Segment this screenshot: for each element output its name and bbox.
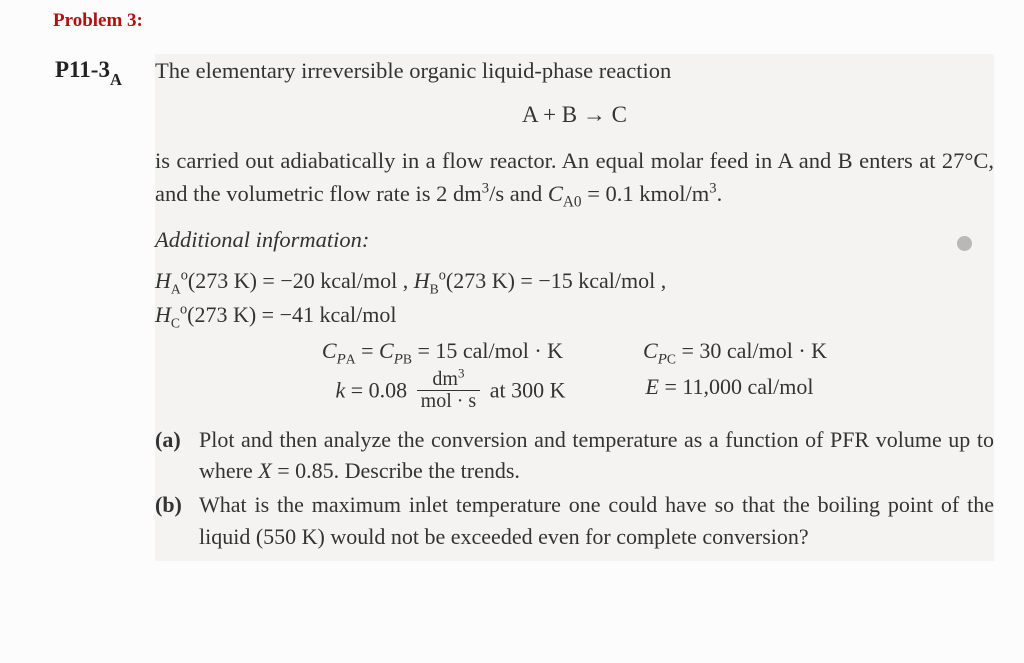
CpC-val: = 30 cal/mol · K [676, 338, 827, 363]
problem-body: P11-3A The elementary irreversible organ… [55, 54, 994, 561]
scan-region: The elementary irreversible organic liqu… [155, 54, 994, 561]
p1-CA0-sub: A0 [563, 193, 582, 210]
HA-rest: (273 K) = −20 kcal/mol , [188, 268, 414, 293]
CpB-B: B [403, 351, 412, 366]
part-a-text: Plot and then analyze the conversion and… [199, 424, 994, 488]
p1-post: = 0.1 kmol/m [582, 181, 710, 206]
problem-label-prefix: P11-3 [55, 57, 110, 82]
enthalpy-AB-line: HAo(273 K) = −20 kcal/mol , HBo(273 K) =… [155, 265, 994, 297]
k-expr: k = 0.08 dm3mol · s at 300 K [335, 371, 565, 414]
HB-rest: (273 K) = −15 kcal/mol , [446, 268, 666, 293]
CpC-P: P [658, 351, 667, 367]
parts-list: (a) Plot and then analyze the conversion… [155, 424, 994, 554]
CpC-C: C [643, 338, 658, 363]
paragraph-1: is carried out adiabatically in a flow r… [155, 145, 994, 210]
p1-sup1: 3 [482, 180, 489, 196]
HB-sym: H [414, 268, 430, 293]
HB-deg: o [439, 268, 446, 284]
k-unit-frac: dm3mol · s [417, 369, 481, 412]
p1-CA0-var: C [548, 181, 563, 206]
k-num-sup: 3 [458, 365, 465, 380]
E-val: = 11,000 cal/mol [659, 374, 814, 399]
part-a-marker: (a) [155, 424, 199, 488]
part-a: (a) Plot and then analyze the conversion… [155, 424, 994, 488]
part-a-X: X [258, 458, 271, 483]
HA-sym: H [155, 268, 171, 293]
part-b-marker: (b) [155, 489, 199, 553]
CpB-P: P [394, 351, 403, 367]
p1-sup2: 3 [709, 180, 716, 196]
problem-label-sub: A [110, 70, 122, 89]
part-b-text: What is the maximum inlet temperature on… [199, 489, 994, 553]
k-post: at 300 K [484, 377, 565, 402]
CpA-A: A [346, 351, 356, 366]
intro-line: The elementary irreversible organic liqu… [155, 55, 994, 88]
HA-deg: o [181, 268, 188, 284]
p1-end: . [717, 181, 723, 206]
enthalpy-C-line: HCo(273 K) = −41 kcal/mol [155, 299, 994, 331]
gray-dot-icon [957, 236, 972, 251]
CpB-C: C [379, 338, 394, 363]
reaction-equation: A + B → C [155, 98, 994, 131]
cp-row: CPA = CPB = 15 cal/mol · K CPC = 30 cal/… [155, 335, 994, 367]
p1-mid: /s and [489, 181, 548, 206]
cp-c: CPC = 30 cal/mol · K [643, 335, 827, 367]
k-den: mol · s [417, 391, 481, 412]
cp-ab: CPA = CPB = 15 cal/mol · K [322, 335, 563, 367]
k-E-row: k = 0.08 dm3mol · s at 300 K E = 11,000 … [155, 371, 994, 414]
part-b: (b) What is the maximum inlet temperatur… [155, 489, 994, 553]
problem-label: P11-3A [55, 54, 155, 89]
problem-content: The elementary irreversible organic liqu… [155, 54, 994, 561]
page: Problem 3: P11-3A The elementary irrever… [0, 0, 1024, 663]
HC-sym: H [155, 302, 171, 327]
k-var: k [335, 377, 345, 402]
k-eq: = 0.08 [345, 377, 412, 402]
k-num: dm [432, 368, 458, 390]
problem-header: Problem 3: [53, 10, 994, 32]
HC-sub: C [171, 315, 180, 330]
additional-info-heading: Additional information: [155, 224, 994, 257]
HB-sub: B [430, 281, 439, 296]
CpA-P: P [337, 351, 346, 367]
CpC-Csub: C [667, 351, 676, 366]
CpAB-val: = 15 cal/mol · K [412, 338, 563, 363]
E-expr: E = 11,000 cal/mol [645, 371, 813, 414]
HA-sub: A [171, 281, 181, 296]
E-var: E [645, 374, 658, 399]
HC-rest: (273 K) = −41 kcal/mol [187, 302, 396, 327]
CpA-C: C [322, 338, 337, 363]
part-a-mid: = 0.85. Describe the trends. [272, 458, 520, 483]
